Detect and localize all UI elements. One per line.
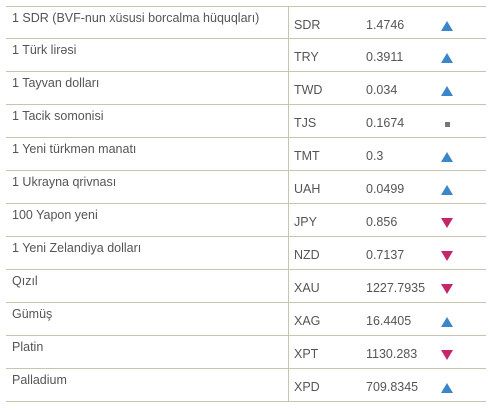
table-row: 1 Türk lirəsi TRY 0.3911	[6, 39, 486, 72]
currency-rate: 0.856	[366, 215, 398, 229]
table-row: 1 Tayvan dolları TWD 0.034	[6, 72, 486, 105]
table-row: 1 Ukrayna qrivnası UAH 0.0499	[6, 171, 486, 204]
table-row: Gümüş XAG 16.4405	[6, 303, 486, 336]
currency-code: TWD	[294, 83, 323, 97]
trend-unchanged-icon	[440, 118, 454, 130]
table-row: 100 Yapon yeni JPY 0.856	[6, 204, 486, 237]
currency-code: NZD	[294, 248, 320, 262]
currency-rate: 16.4405	[366, 314, 412, 328]
currency-code: SDR	[294, 18, 321, 32]
table-row: 1 Tacik somonisi TJS 0.1674	[6, 105, 486, 138]
currency-name: Platin	[6, 336, 289, 368]
currency-name: 100 Yapon yeni	[6, 204, 289, 236]
trend-up-icon	[440, 382, 454, 394]
currency-name: 1 Yeni türkmən manatı	[6, 138, 289, 170]
currency-name: 1 Türk lirəsi	[6, 39, 289, 71]
trend-down-icon	[440, 283, 454, 295]
currency-code: TMT	[294, 149, 320, 163]
trend-up-icon	[440, 316, 454, 328]
table-row: Qızıl XAU 1227.7935	[6, 270, 486, 303]
currency-name: 1 Ukrayna qrivnası	[6, 171, 289, 203]
trend-up-icon	[440, 151, 454, 163]
table-row: Platin XPT 1130.283	[6, 336, 486, 369]
trend-up-icon	[440, 184, 454, 196]
currency-name: Qızıl	[6, 270, 289, 302]
trend-down-icon	[440, 349, 454, 361]
currency-name: Palladium	[6, 369, 289, 401]
currency-rate: 0.034	[366, 83, 398, 97]
table-row: 1 Yeni Zelandiya dolları NZD 0.7137	[6, 237, 486, 270]
trend-down-icon	[440, 250, 454, 262]
currency-code: XAG	[294, 314, 321, 328]
currency-code: TRY	[294, 50, 319, 64]
currency-rate: 1227.7935	[366, 281, 426, 295]
currency-code: XAU	[294, 281, 320, 295]
currency-rate: 0.3	[366, 149, 384, 163]
currency-code: UAH	[294, 182, 321, 196]
table-row: 1 Yeni türkmən manatı TMT 0.3	[6, 138, 486, 171]
trend-up-icon	[440, 85, 454, 97]
currency-code: XPD	[294, 380, 320, 394]
trend-up-icon	[440, 20, 454, 32]
currency-name: Gümüş	[6, 303, 289, 335]
currency-rate: 709.8345	[366, 380, 419, 394]
currency-code: TJS	[294, 116, 317, 130]
currency-name: 1 Yeni Zelandiya dolları	[6, 237, 289, 269]
currency-rate: 0.3911	[366, 50, 404, 64]
exchange-rates-table: 1 SDR (BVF-nun xüsusi borcalma hüquqları…	[6, 6, 486, 402]
currency-rate: 1130.283	[366, 347, 418, 361]
table-row: 1 SDR (BVF-nun xüsusi borcalma hüquqları…	[6, 6, 486, 39]
currency-code: JPY	[294, 215, 317, 229]
trend-down-icon	[440, 217, 454, 229]
table-row: Palladium XPD 709.8345	[6, 369, 486, 402]
currency-rate: 0.0499	[366, 182, 405, 196]
currency-code: XPT	[294, 347, 319, 361]
trend-up-icon	[440, 52, 454, 64]
currency-name: 1 Tayvan dolları	[6, 72, 289, 104]
currency-rate: 1.4746	[366, 18, 405, 32]
currency-rate: 0.1674	[366, 116, 405, 130]
currency-rate: 0.7137	[366, 248, 405, 262]
currency-name: 1 SDR (BVF-nun xüsusi borcalma hüquqları…	[6, 7, 289, 38]
currency-name: 1 Tacik somonisi	[6, 105, 289, 137]
